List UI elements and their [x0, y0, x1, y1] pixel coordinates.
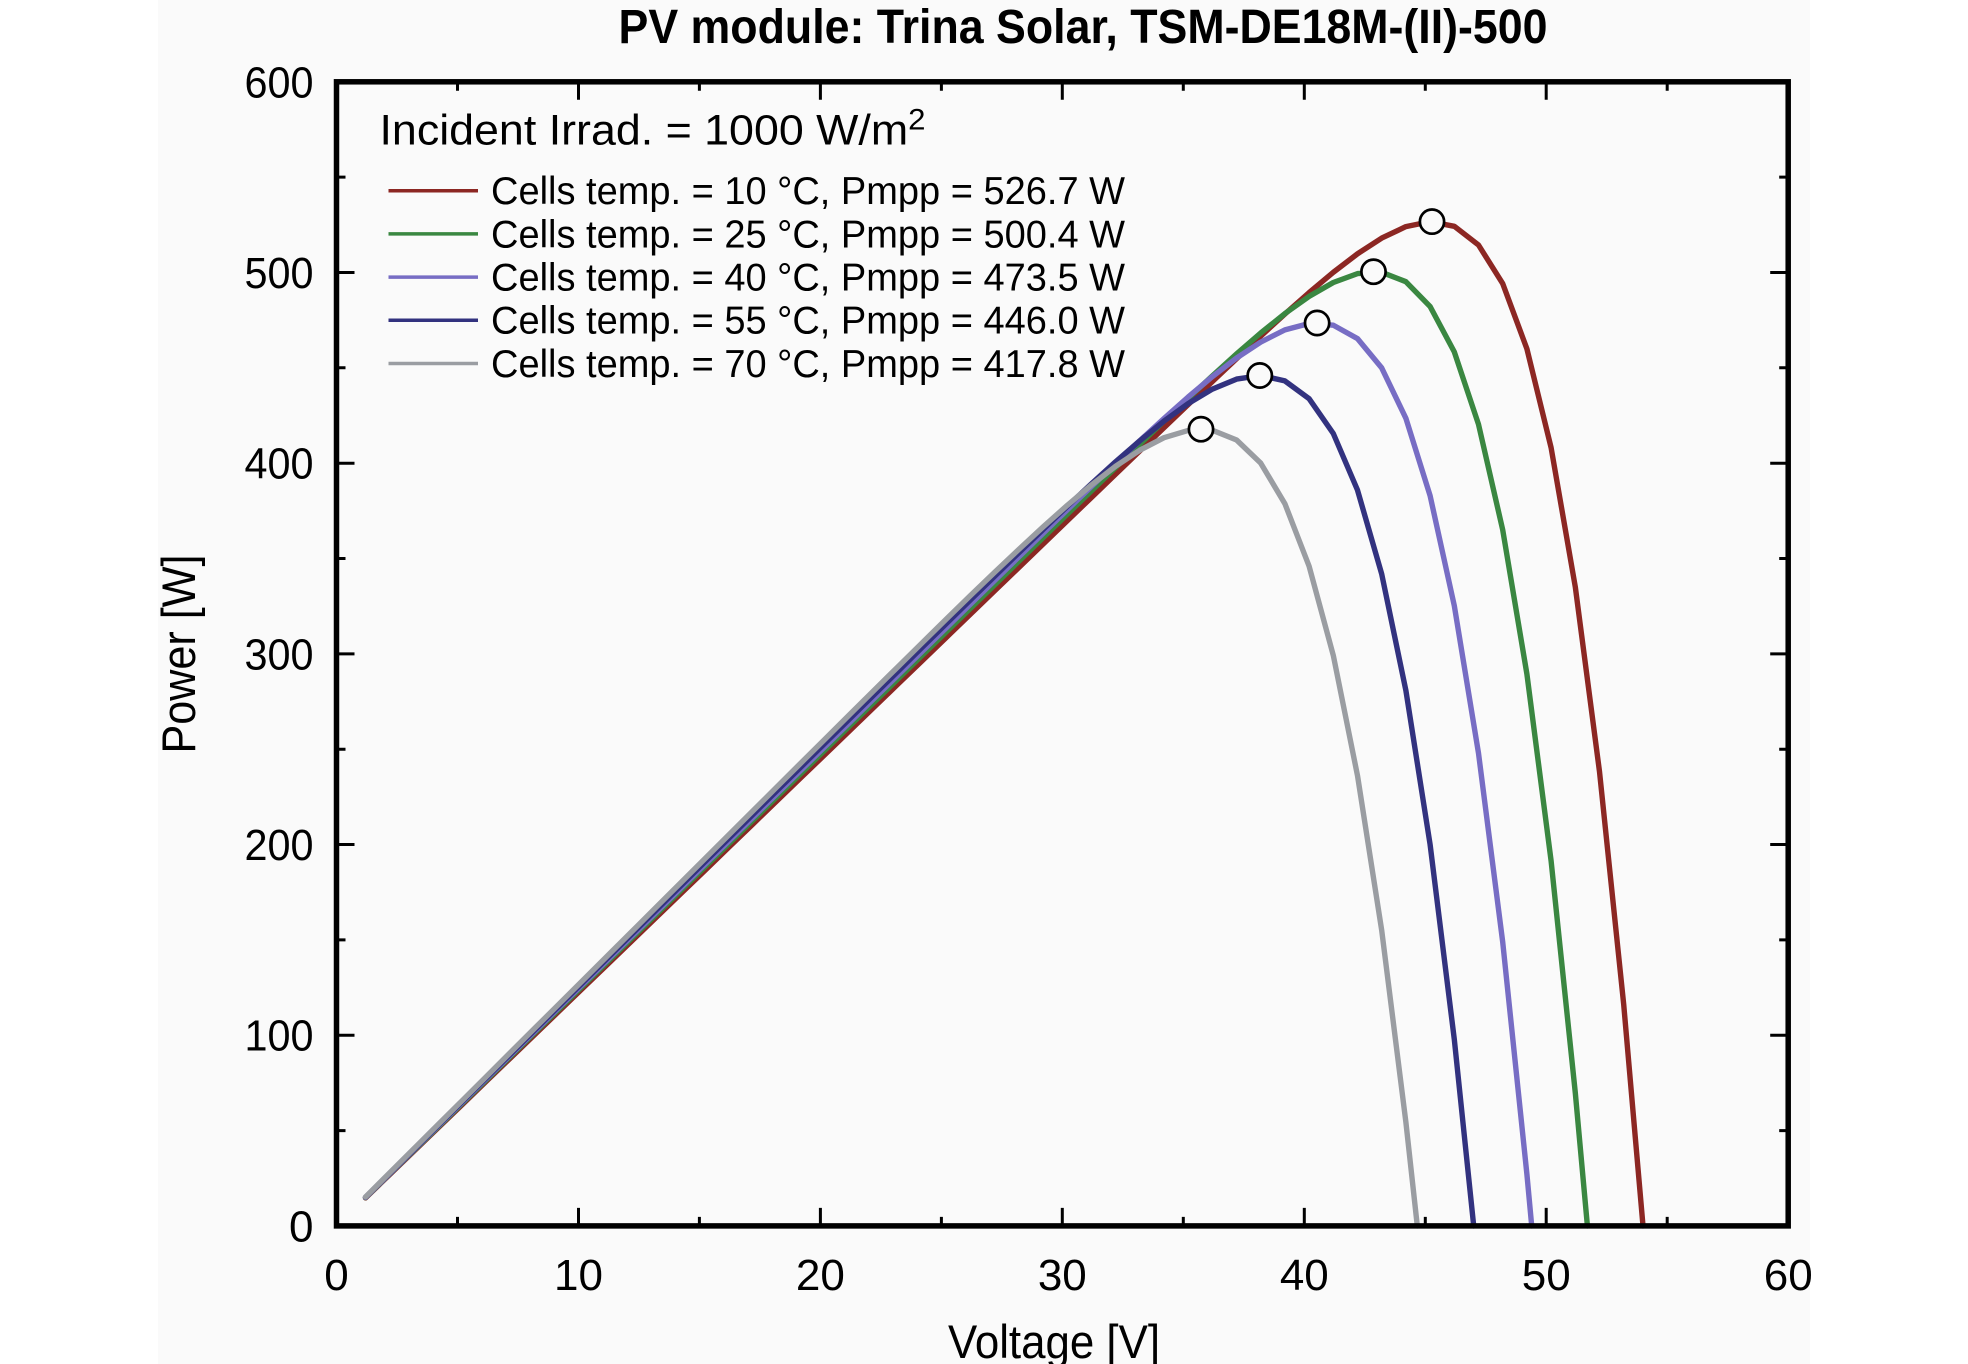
svg-text:Voltage [V]: Voltage [V] [948, 1315, 1160, 1364]
svg-text:200: 200 [245, 821, 314, 870]
svg-text:PV module: Trina Solar, TSM-DE: PV module: Trina Solar, TSM-DE18M-(II)-5… [619, 1, 1548, 54]
svg-text:0: 0 [289, 1202, 313, 1251]
svg-text:Power [W]: Power [W] [152, 555, 205, 754]
svg-text:Cells temp. = 55 °C, Pmpp = 44: Cells temp. = 55 °C, Pmpp = 446.0 W [491, 300, 1125, 343]
svg-text:300: 300 [245, 630, 314, 679]
svg-text:10: 10 [554, 1251, 603, 1300]
svg-text:20: 20 [796, 1251, 845, 1300]
svg-text:30: 30 [1038, 1251, 1087, 1300]
svg-text:600: 600 [245, 58, 314, 107]
svg-text:100: 100 [245, 1012, 314, 1061]
svg-text:0: 0 [324, 1251, 348, 1300]
svg-text:40: 40 [1280, 1251, 1329, 1300]
svg-text:Cells temp. = 40 °C, Pmpp = 47: Cells temp. = 40 °C, Pmpp = 473.5 W [491, 257, 1125, 300]
svg-text:Cells temp. = 70 °C, Pmpp = 41: Cells temp. = 70 °C, Pmpp = 417.8 W [491, 343, 1125, 386]
svg-text:Cells temp. = 25 °C, Pmpp = 50: Cells temp. = 25 °C, Pmpp = 500.4 W [491, 213, 1125, 256]
svg-text:50: 50 [1522, 1251, 1571, 1300]
svg-text:Incident Irrad. = 1000 W/m2: Incident Irrad. = 1000 W/m 2 [380, 104, 926, 155]
svg-text:500: 500 [245, 249, 314, 298]
svg-text:Cells temp. = 10 °C, Pmpp = 52: Cells temp. = 10 °C, Pmpp = 526.7 W [491, 170, 1125, 213]
svg-text:60: 60 [1764, 1251, 1813, 1300]
svg-text:400: 400 [245, 440, 314, 489]
